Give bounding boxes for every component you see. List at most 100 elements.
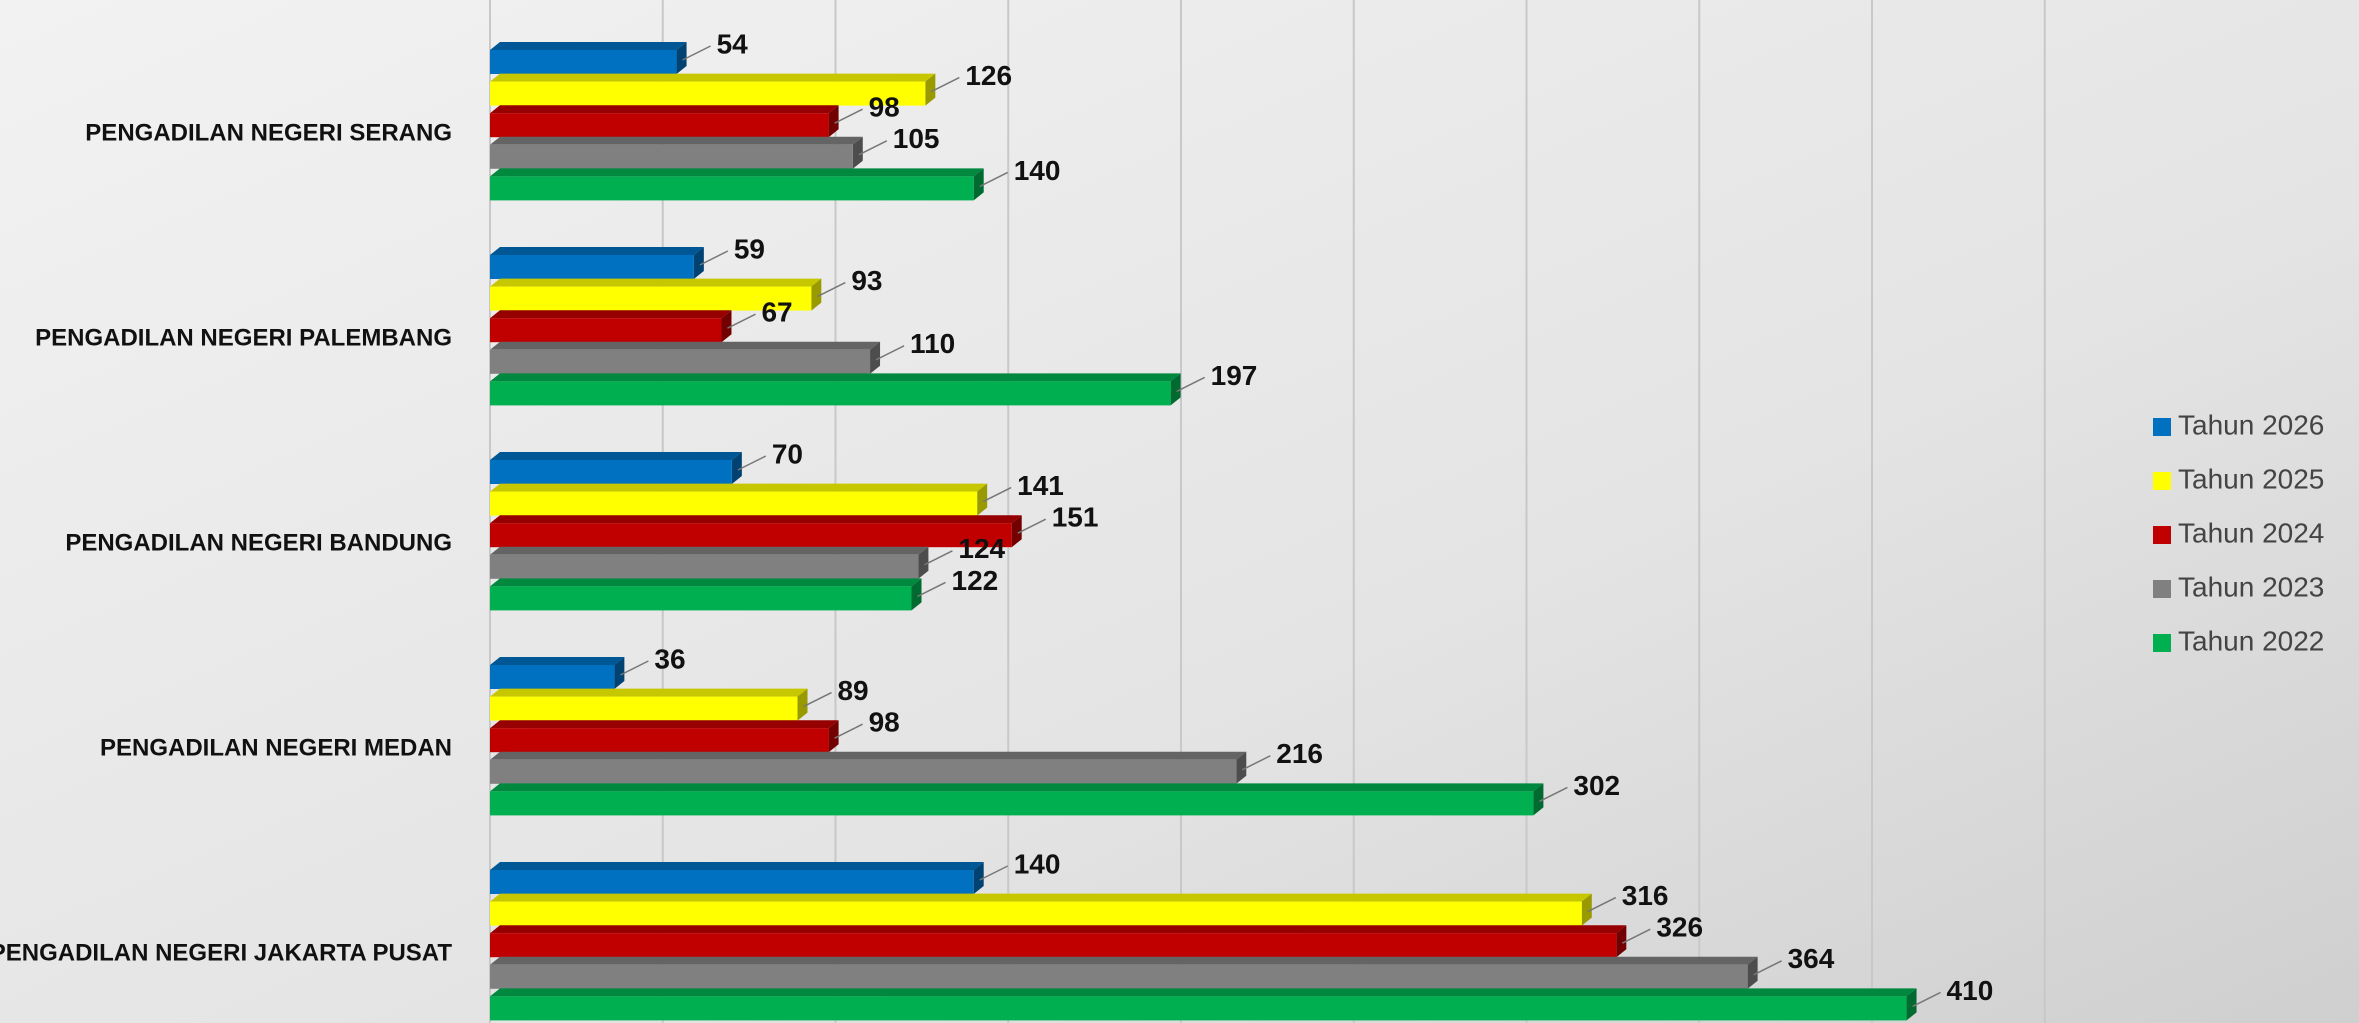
bar-side	[1616, 925, 1627, 958]
bar-top	[490, 247, 704, 255]
bar-top	[490, 956, 1758, 965]
bar	[490, 105, 839, 138]
leader-line	[930, 76, 960, 93]
bars: PENGADILAN NEGERI SERANG5412698105140PEN…	[0, 28, 1993, 1021]
bar	[490, 925, 1627, 958]
bar-front	[490, 759, 1237, 784]
legend-swatch	[2153, 472, 2171, 490]
leader-line	[737, 455, 767, 471]
bar-side	[852, 136, 863, 169]
data-label: 316	[1622, 880, 1669, 911]
leader-line	[682, 45, 711, 61]
bar	[490, 862, 984, 894]
bar-top	[490, 862, 984, 870]
bar-front	[490, 933, 1617, 958]
leader-line	[1176, 376, 1205, 393]
bar-top	[490, 783, 1544, 792]
bar-side	[1011, 515, 1022, 548]
data-label: 151	[1052, 502, 1099, 533]
leader-line	[1017, 518, 1047, 534]
leader-line	[834, 108, 863, 124]
bar-front	[490, 113, 829, 138]
leader-line	[699, 250, 729, 266]
bar-top	[490, 688, 808, 697]
leader-line	[982, 486, 1012, 503]
data-label: 67	[761, 297, 792, 328]
legend-swatch	[2153, 580, 2171, 598]
leader-line	[816, 281, 846, 298]
bar-top	[490, 925, 1627, 934]
bar-front	[490, 286, 812, 311]
bar-front	[490, 586, 912, 611]
bar-top	[490, 578, 922, 587]
bar	[490, 688, 808, 721]
bar-side	[977, 483, 988, 516]
bar-top	[490, 310, 732, 319]
bar	[490, 278, 822, 311]
data-label: 364	[1788, 943, 1835, 974]
bar-front	[490, 176, 974, 201]
leader-line	[834, 723, 863, 739]
bar	[490, 247, 704, 279]
bar-top	[490, 720, 839, 729]
bar-top	[490, 483, 988, 492]
data-label: 98	[869, 92, 900, 123]
bar	[490, 168, 984, 201]
bar	[490, 452, 742, 484]
bar-front	[490, 144, 853, 169]
bar-side	[1170, 373, 1181, 406]
bar-side	[1906, 988, 1917, 1021]
bar-front	[490, 318, 722, 343]
data-label: 110	[910, 328, 955, 359]
legend-swatch	[2153, 634, 2171, 652]
data-label: 98	[869, 707, 900, 738]
leader-line	[924, 550, 953, 566]
leader-line	[1539, 786, 1568, 803]
bar-front	[490, 50, 677, 74]
bar-side	[614, 657, 625, 689]
leader-line	[620, 660, 649, 676]
legend-label: Tahun 2026	[2178, 409, 2324, 440]
data-label: 197	[1211, 360, 1258, 391]
bar	[490, 341, 881, 374]
bar-front	[490, 964, 1748, 989]
leader-line	[1753, 960, 1782, 976]
data-label: 141	[1017, 470, 1064, 501]
data-label: 302	[1573, 770, 1620, 801]
bar	[490, 578, 922, 611]
bar	[490, 373, 1181, 406]
bar-top	[490, 42, 687, 50]
leader-line	[1912, 991, 1941, 1008]
legend-label: Tahun 2024	[2178, 517, 2324, 548]
bar-top	[490, 657, 625, 665]
bar-side	[918, 546, 929, 579]
bar-top	[490, 136, 863, 145]
bar-front	[490, 523, 1012, 548]
bar-front	[490, 996, 1907, 1021]
data-label: 105	[893, 123, 940, 154]
category-label: PENGADILAN NEGERI SERANG	[85, 119, 452, 146]
bar-side	[870, 341, 881, 374]
bar-front	[490, 901, 1582, 926]
legend: Tahun 2026 Tahun 2025 Tahun 2024 Tahun 2023…	[2153, 409, 2324, 656]
leader-line	[875, 345, 905, 361]
bar	[490, 956, 1758, 989]
bar-side	[925, 73, 936, 106]
bar-top	[490, 546, 929, 555]
bar-front	[490, 460, 732, 484]
bar-top	[490, 341, 881, 350]
bar-top	[490, 278, 822, 287]
bar	[490, 657, 625, 689]
bar-top	[490, 373, 1181, 382]
leader-line	[979, 865, 1009, 881]
data-label: 126	[965, 60, 1012, 91]
leader-line	[979, 171, 1009, 188]
data-label: 93	[851, 265, 882, 296]
bar-top	[490, 168, 984, 177]
legend-label: Tahun 2025	[2178, 463, 2324, 494]
bar	[490, 893, 1592, 926]
bar-front	[490, 665, 615, 689]
bar-side	[693, 247, 704, 279]
bar-side	[1747, 956, 1758, 989]
